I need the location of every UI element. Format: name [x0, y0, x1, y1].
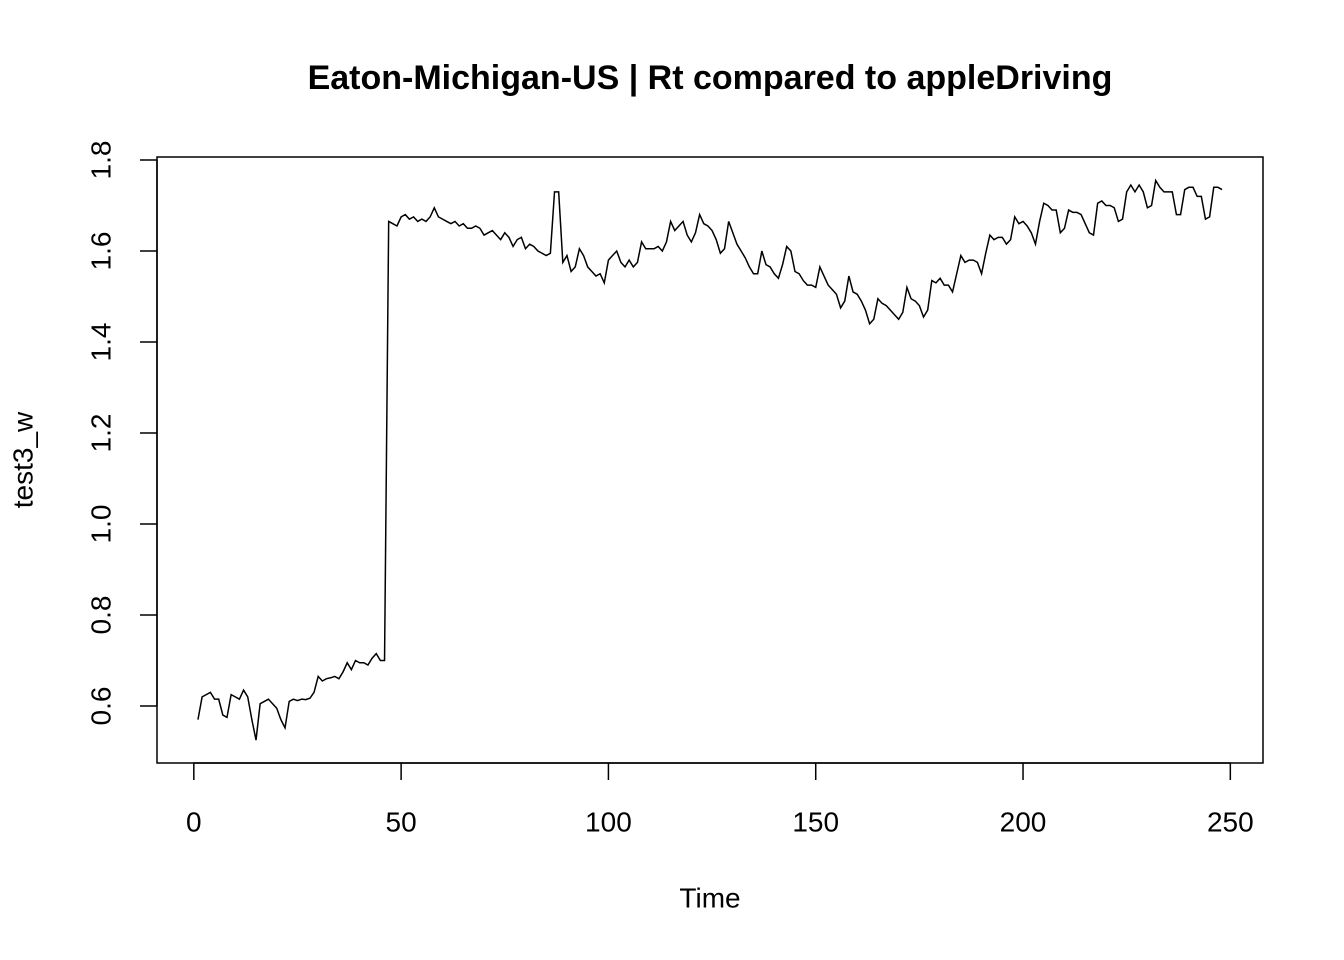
- y-tick-label: 1.4: [85, 323, 116, 362]
- x-tick-label: 100: [585, 806, 632, 837]
- y-tick-label: 1.6: [85, 232, 116, 271]
- y-tick-label: 1.8: [85, 141, 116, 180]
- y-tick-label: 1.0: [85, 505, 116, 544]
- y-axis-label: test3_w: [7, 411, 38, 508]
- y-tick-label: 0.6: [85, 687, 116, 726]
- x-tick-label: 250: [1207, 806, 1254, 837]
- x-tick-label: 150: [792, 806, 839, 837]
- y-tick-label: 0.8: [85, 596, 116, 635]
- data-line: [197, 178, 1223, 741]
- x-tick-label: 0: [186, 806, 202, 837]
- y-tick-label: 1.2: [85, 414, 116, 453]
- x-tick-label: 200: [1000, 806, 1047, 837]
- chart-title: Eaton-Michigan-US | Rt compared to apple…: [308, 59, 1113, 97]
- x-tick-label: 50: [386, 806, 417, 837]
- x-axis-label: Time: [679, 882, 740, 913]
